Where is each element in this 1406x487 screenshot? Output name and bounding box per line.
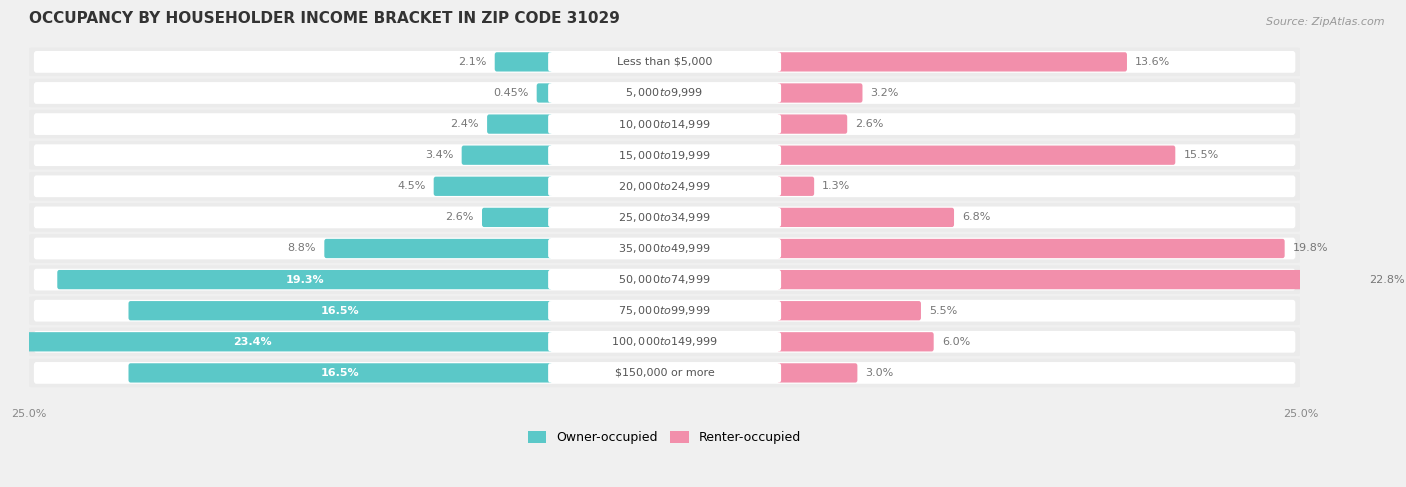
FancyBboxPatch shape — [548, 270, 782, 289]
Text: 0.45%: 0.45% — [494, 88, 529, 98]
FancyBboxPatch shape — [0, 332, 553, 352]
FancyBboxPatch shape — [128, 363, 553, 383]
FancyBboxPatch shape — [548, 83, 782, 103]
FancyBboxPatch shape — [28, 172, 1302, 201]
FancyBboxPatch shape — [34, 331, 1295, 353]
FancyBboxPatch shape — [778, 52, 1128, 72]
FancyBboxPatch shape — [28, 265, 1302, 294]
Text: 22.8%: 22.8% — [1369, 275, 1405, 284]
FancyBboxPatch shape — [548, 114, 782, 134]
Text: $100,000 to $149,999: $100,000 to $149,999 — [612, 336, 718, 348]
FancyBboxPatch shape — [34, 82, 1295, 104]
FancyBboxPatch shape — [34, 206, 1295, 228]
Text: 15.5%: 15.5% — [1184, 150, 1219, 160]
FancyBboxPatch shape — [778, 146, 1175, 165]
FancyBboxPatch shape — [778, 177, 814, 196]
FancyBboxPatch shape — [778, 239, 1285, 258]
Text: 16.5%: 16.5% — [321, 368, 360, 378]
Text: 3.4%: 3.4% — [425, 150, 454, 160]
Text: 2.4%: 2.4% — [450, 119, 479, 129]
FancyBboxPatch shape — [548, 239, 782, 258]
FancyBboxPatch shape — [548, 146, 782, 165]
Text: 23.4%: 23.4% — [233, 337, 271, 347]
FancyBboxPatch shape — [28, 141, 1302, 169]
FancyBboxPatch shape — [548, 208, 782, 227]
FancyBboxPatch shape — [28, 48, 1302, 76]
FancyBboxPatch shape — [548, 52, 782, 72]
Text: $5,000 to $9,999: $5,000 to $9,999 — [626, 87, 704, 99]
Text: $150,000 or more: $150,000 or more — [614, 368, 714, 378]
FancyBboxPatch shape — [548, 363, 782, 383]
FancyBboxPatch shape — [486, 114, 553, 134]
FancyBboxPatch shape — [34, 113, 1295, 135]
FancyBboxPatch shape — [548, 177, 782, 196]
FancyBboxPatch shape — [34, 300, 1295, 321]
FancyBboxPatch shape — [778, 301, 921, 320]
FancyBboxPatch shape — [461, 146, 553, 165]
FancyBboxPatch shape — [778, 332, 934, 352]
FancyBboxPatch shape — [495, 52, 553, 72]
Text: 8.8%: 8.8% — [288, 244, 316, 254]
Text: 1.3%: 1.3% — [823, 181, 851, 191]
Text: $15,000 to $19,999: $15,000 to $19,999 — [619, 149, 711, 162]
FancyBboxPatch shape — [325, 239, 553, 258]
FancyBboxPatch shape — [778, 83, 862, 103]
Text: 19.8%: 19.8% — [1292, 244, 1329, 254]
FancyBboxPatch shape — [28, 327, 1302, 356]
FancyBboxPatch shape — [34, 175, 1295, 197]
FancyBboxPatch shape — [28, 234, 1302, 263]
Text: $35,000 to $49,999: $35,000 to $49,999 — [619, 242, 711, 255]
FancyBboxPatch shape — [28, 203, 1302, 232]
FancyBboxPatch shape — [28, 358, 1302, 387]
FancyBboxPatch shape — [778, 114, 848, 134]
Text: 6.8%: 6.8% — [962, 212, 991, 223]
Text: 3.0%: 3.0% — [866, 368, 894, 378]
Text: 4.5%: 4.5% — [396, 181, 426, 191]
FancyBboxPatch shape — [548, 301, 782, 320]
Text: 6.0%: 6.0% — [942, 337, 970, 347]
FancyBboxPatch shape — [482, 208, 553, 227]
Text: 19.3%: 19.3% — [285, 275, 323, 284]
Text: OCCUPANCY BY HOUSEHOLDER INCOME BRACKET IN ZIP CODE 31029: OCCUPANCY BY HOUSEHOLDER INCOME BRACKET … — [28, 11, 620, 26]
FancyBboxPatch shape — [778, 270, 1361, 289]
FancyBboxPatch shape — [433, 177, 553, 196]
Text: $10,000 to $14,999: $10,000 to $14,999 — [619, 117, 711, 131]
FancyBboxPatch shape — [548, 332, 782, 352]
FancyBboxPatch shape — [778, 363, 858, 383]
FancyBboxPatch shape — [34, 238, 1295, 260]
FancyBboxPatch shape — [537, 83, 553, 103]
Text: Source: ZipAtlas.com: Source: ZipAtlas.com — [1267, 17, 1385, 27]
Text: 16.5%: 16.5% — [321, 306, 360, 316]
FancyBboxPatch shape — [34, 362, 1295, 384]
FancyBboxPatch shape — [128, 301, 553, 320]
Text: 2.6%: 2.6% — [855, 119, 884, 129]
FancyBboxPatch shape — [58, 270, 553, 289]
FancyBboxPatch shape — [28, 297, 1302, 325]
Text: 3.2%: 3.2% — [870, 88, 898, 98]
Text: Less than $5,000: Less than $5,000 — [617, 57, 713, 67]
FancyBboxPatch shape — [34, 269, 1295, 290]
Text: $50,000 to $74,999: $50,000 to $74,999 — [619, 273, 711, 286]
FancyBboxPatch shape — [34, 51, 1295, 73]
Text: $20,000 to $24,999: $20,000 to $24,999 — [619, 180, 711, 193]
Text: $75,000 to $99,999: $75,000 to $99,999 — [619, 304, 711, 317]
Text: 2.1%: 2.1% — [458, 57, 486, 67]
Text: 5.5%: 5.5% — [929, 306, 957, 316]
Text: 13.6%: 13.6% — [1135, 57, 1170, 67]
Text: $25,000 to $34,999: $25,000 to $34,999 — [619, 211, 711, 224]
Text: 2.6%: 2.6% — [446, 212, 474, 223]
FancyBboxPatch shape — [34, 144, 1295, 166]
Legend: Owner-occupied, Renter-occupied: Owner-occupied, Renter-occupied — [523, 426, 807, 450]
FancyBboxPatch shape — [778, 208, 955, 227]
FancyBboxPatch shape — [28, 110, 1302, 138]
FancyBboxPatch shape — [28, 79, 1302, 107]
